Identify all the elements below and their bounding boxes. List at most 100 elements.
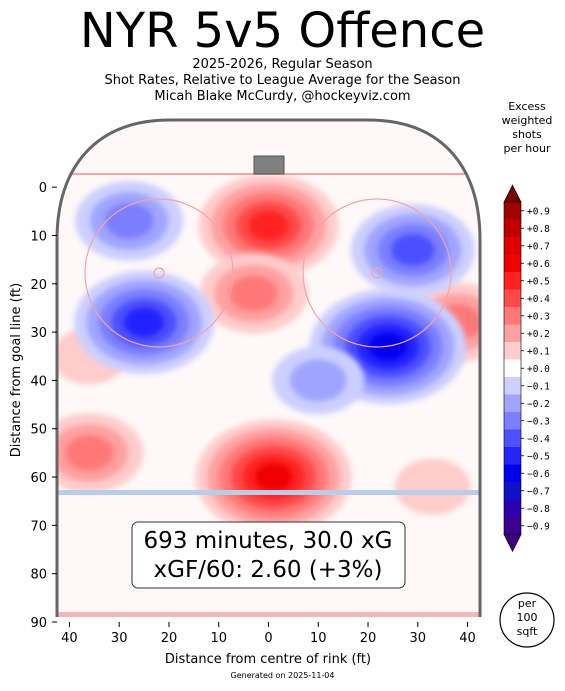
colorbar-label: −0.9 [527, 521, 550, 532]
colorbar-swatch [504, 359, 521, 377]
x-tick-label: 40 [459, 631, 476, 646]
heatmap-contour [394, 458, 471, 515]
colorbar-label: −0.5 [527, 451, 550, 462]
colorbar-swatch [504, 377, 521, 395]
subtitle-author: Micah Blake McCurdy, @hockeyviz.com [154, 89, 411, 104]
colorbar-swatch [504, 237, 521, 255]
heatmap-contour [124, 307, 165, 338]
colorbar-swatch [504, 447, 521, 465]
colorbar-label: +0.8 [527, 224, 550, 235]
colorbar-swatch [504, 272, 521, 290]
y-tick-label: 80 [30, 568, 47, 583]
x-tick-label: 10 [210, 631, 227, 646]
units-badge [499, 592, 555, 648]
colorbar-label: −0.1 [527, 381, 550, 392]
x-tick-label: 30 [410, 631, 427, 646]
heatmap-hotspot [57, 412, 144, 493]
heatmap-hotspot [198, 173, 339, 278]
y-tick-label: 0 [39, 181, 47, 196]
colorbar-label: +0.9 [527, 206, 550, 217]
colorbar-swatch [504, 429, 521, 447]
colorbar-cap-bottom [503, 534, 522, 553]
heatmap-contour [248, 210, 289, 241]
heatmap-hotspot [195, 419, 352, 535]
colorbar-label: +0.4 [527, 294, 550, 305]
colorbar-title: Excess weighted shots per hour [501, 100, 553, 155]
x-axis-label: Distance from centre of rink (ft) [165, 652, 371, 667]
faceoff-circle-right [302, 198, 452, 348]
heatmap-contour [289, 359, 347, 402]
colorbar-label: −0.7 [527, 486, 550, 497]
heatmap-hotspot [73, 270, 215, 375]
y-axis-label: Distance from goal line (ft) [9, 283, 24, 457]
colorbar-swatch [504, 499, 521, 517]
colorbar-swatch [504, 219, 521, 237]
y-tick-label: 30 [30, 326, 47, 341]
y-tick-label: 70 [30, 519, 47, 534]
y-tick-label: 10 [30, 229, 47, 244]
colorbar-swatch [504, 289, 521, 307]
heatmap-contour [65, 435, 114, 471]
x-tick-label: 10 [310, 631, 327, 646]
colorbar-swatch [504, 412, 521, 430]
heatmap-contour [229, 275, 278, 312]
colorbar-swatch [504, 254, 521, 272]
heatmap-contour [105, 203, 154, 239]
colorbar: +0.9 +0.8 +0.7 +0.6 +0.5 +0.4 +0.3 +0.2 +0.1 +0.0… [503, 184, 550, 553]
x-tick-label: 30 [111, 631, 128, 646]
colorbar-swatch [504, 517, 521, 535]
colorbar-label: +0.7 [527, 241, 550, 252]
summary-xgf60: xGF/60: 2.60 (+3%) [154, 557, 383, 583]
heatmap-contour [391, 233, 435, 266]
faceoff-dot-right [371, 267, 383, 279]
summary-minutes-xg: 693 minutes, 30.0 xG [144, 528, 393, 554]
colorbar-label: +0.0 [527, 364, 550, 375]
colorbar-label: −0.3 [527, 416, 550, 427]
colorbar-swatch [504, 324, 521, 342]
heatmap-layer [57, 173, 480, 535]
colorbar-label: −0.8 [527, 504, 550, 515]
axes: 40 30 20 10 0 10 20 30 40 0 10 20 30 40 50 60 70 80 90 [30, 181, 475, 646]
colorbar-swatch [504, 202, 521, 220]
colorbar-swatch [504, 482, 521, 500]
faceoff-dot-left [153, 267, 165, 279]
colorbar-swatch [504, 307, 521, 325]
heatmap-hotspot [75, 181, 184, 261]
colorbar-cap-top [503, 184, 522, 203]
colorbar-label: +0.1 [527, 346, 550, 357]
colorbar-swatch [504, 464, 521, 482]
y-tick-label: 60 [30, 471, 47, 486]
faceoff-circle-left [84, 198, 234, 348]
y-tick-label: 20 [30, 278, 47, 293]
x-tick-label: 20 [161, 631, 178, 646]
colorbar-swatch [504, 394, 521, 412]
heatmap-hotspot [394, 458, 471, 515]
generated-date: Generated on 2025-11-04 [230, 671, 335, 680]
blue-line [57, 490, 480, 495]
rink-boards [55, 118, 482, 617]
heatmap-hotspot [199, 253, 308, 334]
units-badge-line-1: per [518, 597, 537, 610]
centre-line [57, 612, 480, 617]
units-badge-line-2: 100 [517, 611, 538, 624]
y-tick-label: 50 [30, 423, 47, 438]
subtitle-season: 2025-2026, Regular Season [192, 57, 373, 72]
colorbar-outline [503, 201, 522, 535]
page-title: NYR 5v5 Offence [79, 3, 486, 59]
heatmap-hotspot [350, 204, 475, 296]
colorbar-label: +0.3 [527, 311, 550, 322]
heatmap-hotspot [272, 346, 365, 415]
goal-net [253, 155, 285, 175]
summary-box [131, 521, 406, 589]
colorbar-label: +0.6 [527, 259, 550, 270]
y-tick-label: 40 [30, 374, 47, 389]
x-tick-label: 0 [264, 631, 272, 646]
subtitle-description: Shot Rates, Relative to League Average f… [104, 73, 461, 88]
x-tick-label: 40 [61, 631, 78, 646]
units-badge-line-3: sqft [517, 625, 538, 638]
colorbar-label: −0.4 [527, 434, 550, 445]
colorbar-label: −0.6 [527, 469, 550, 480]
colorbar-label: +0.2 [527, 329, 550, 340]
heatmap-contour [254, 463, 293, 492]
